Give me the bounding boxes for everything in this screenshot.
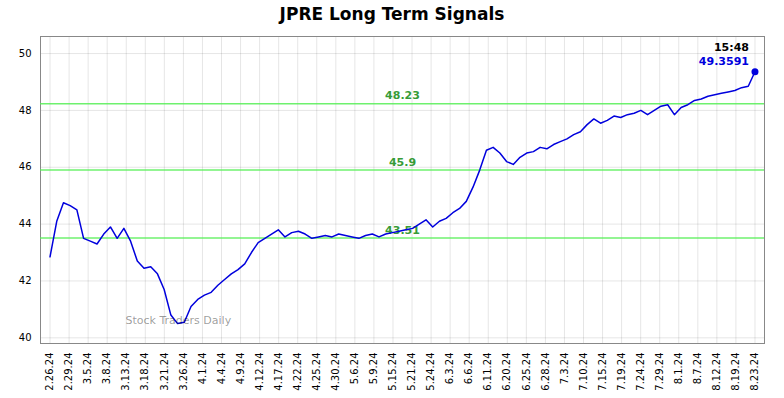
svg-text:6.20.24: 6.20.24: [501, 353, 512, 391]
svg-text:44: 44: [19, 218, 32, 229]
svg-text:7.15.24: 7.15.24: [597, 353, 608, 391]
svg-text:46: 46: [19, 161, 32, 172]
svg-text:4.22.24: 4.22.24: [292, 353, 303, 391]
svg-text:2.29.24: 2.29.24: [63, 353, 74, 391]
svg-text:7.10.24: 7.10.24: [578, 353, 589, 391]
svg-text:4.4.24: 4.4.24: [216, 353, 227, 385]
svg-text:7.3.24: 7.3.24: [559, 353, 570, 385]
svg-text:8.1.24: 8.1.24: [673, 353, 684, 385]
svg-text:5.24.24: 5.24.24: [425, 353, 436, 391]
svg-text:8.12.24: 8.12.24: [711, 353, 722, 391]
svg-text:5.6.24: 5.6.24: [349, 353, 360, 385]
svg-text:8.23.24: 8.23.24: [749, 353, 760, 391]
svg-text:4.17.24: 4.17.24: [273, 353, 284, 391]
svg-text:7.19.24: 7.19.24: [616, 353, 627, 391]
svg-text:40: 40: [19, 332, 32, 343]
svg-text:4.12.24: 4.12.24: [254, 353, 265, 391]
svg-text:43.51: 43.51: [385, 223, 420, 237]
svg-text:15:48: 15:48: [714, 41, 749, 54]
svg-text:Stock Traders Daily: Stock Traders Daily: [126, 314, 232, 327]
svg-text:5.9.24: 5.9.24: [368, 353, 379, 385]
html-text:JPRE Long Term Signals: JPRE Long Term Signals: [279, 4, 505, 24]
svg-text:6.25.24: 6.25.24: [521, 353, 532, 391]
svg-text:49.3591: 49.3591: [699, 55, 749, 68]
svg-text:3.18.24: 3.18.24: [139, 353, 150, 391]
svg-text:8.19.24: 8.19.24: [730, 353, 741, 391]
svg-text:42: 42: [19, 275, 32, 286]
svg-text:50: 50: [19, 48, 32, 59]
svg-text:4.9.24: 4.9.24: [235, 353, 246, 385]
svg-text:4.1.24: 4.1.24: [197, 353, 208, 385]
svg-text:4.30.24: 4.30.24: [330, 353, 341, 391]
svg-text:7.29.24: 7.29.24: [654, 353, 665, 391]
svg-text:6.3.24: 6.3.24: [444, 353, 455, 385]
svg-text:6.6.24: 6.6.24: [463, 353, 474, 385]
svg-text:45.9: 45.9: [389, 156, 416, 169]
svg-text:6.28.24: 6.28.24: [540, 353, 551, 391]
svg-text:4.25.24: 4.25.24: [311, 353, 322, 391]
svg-text:5.15.24: 5.15.24: [387, 353, 398, 391]
svg-text:5.21.24: 5.21.24: [406, 353, 417, 391]
svg-text:2.26.24: 2.26.24: [44, 353, 55, 391]
svg-text:3.5.24: 3.5.24: [82, 353, 93, 385]
svg-text:3.26.24: 3.26.24: [178, 353, 189, 391]
svg-text:3.21.24: 3.21.24: [159, 353, 170, 391]
svg-text:48: 48: [19, 105, 32, 116]
svg-text:3.8.24: 3.8.24: [101, 353, 112, 385]
svg-text:8.7.24: 8.7.24: [692, 353, 703, 385]
svg-text:7.24.24: 7.24.24: [635, 353, 646, 391]
svg-text:48.23: 48.23: [385, 89, 420, 102]
svg-text:3.13.24: 3.13.24: [120, 353, 131, 391]
svg-text:6.11.24: 6.11.24: [482, 353, 493, 391]
